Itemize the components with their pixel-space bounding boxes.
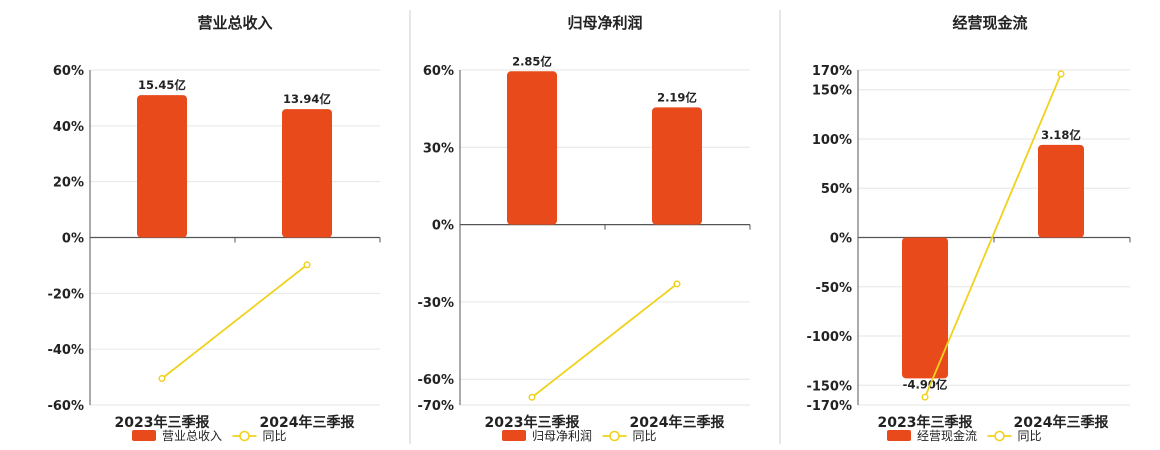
line-point — [158, 374, 166, 383]
y-tick-label: 150% — [812, 84, 852, 99]
y-tick-label: -20% — [47, 287, 84, 302]
x-category-label: 2023年三季报 — [115, 414, 210, 431]
legend-label-bar: 归母净利润 — [532, 429, 592, 443]
bar — [902, 237, 948, 379]
legend-bar-swatch — [502, 430, 526, 441]
legend-label-line: 同比 — [263, 429, 287, 443]
y-tick-label: -50% — [815, 281, 852, 296]
legend-line-marker — [994, 430, 1005, 442]
y-tick-label: -60% — [417, 373, 454, 388]
line-series — [161, 264, 308, 380]
y-tick-label: 40% — [53, 120, 84, 135]
y-tick-label: 30% — [423, 141, 454, 156]
x-category-label: 2023年三季报 — [485, 414, 580, 431]
bar-data-label: 13.94亿 — [283, 92, 331, 106]
line-point — [303, 261, 311, 269]
line-point — [921, 393, 929, 401]
bar — [507, 71, 557, 225]
x-category-label: 2024年三季报 — [260, 414, 355, 431]
bar — [1038, 144, 1084, 238]
bar — [652, 107, 702, 225]
y-tick-label: 60% — [53, 64, 84, 79]
chart-title: 经营现金流 — [952, 14, 1027, 32]
line-series — [531, 283, 678, 398]
y-tick-label: 100% — [812, 133, 852, 148]
legend-line-marker — [239, 430, 250, 442]
legend-label-line: 同比 — [1018, 429, 1042, 443]
y-tick-label: 20% — [53, 176, 84, 191]
y-tick-label: -150% — [806, 379, 852, 394]
x-category-label: 2024年三季报 — [630, 414, 725, 431]
y-tick-label: -170% — [806, 399, 852, 414]
legend-label-bar: 营业总收入 — [162, 429, 222, 443]
line-series — [924, 73, 1062, 398]
line-point — [528, 393, 536, 401]
legend-bar-swatch — [132, 430, 156, 441]
bar — [137, 95, 187, 238]
chart-title: 归母净利润 — [567, 14, 642, 32]
bar-data-label: 2.19亿 — [657, 90, 697, 104]
y-tick-label: 0% — [432, 219, 454, 234]
legend-line-marker — [609, 430, 620, 442]
y-tick-label: 170% — [812, 64, 852, 79]
bar-data-label: 2.85亿 — [512, 54, 552, 68]
bar-data-label: 15.45亿 — [138, 78, 186, 92]
legend-bar-swatch — [887, 430, 911, 441]
bar — [282, 109, 332, 238]
y-tick-label: 50% — [821, 182, 852, 197]
line-point — [1057, 70, 1065, 78]
x-category-label: 2024年三季报 — [1014, 414, 1109, 431]
line-point — [673, 280, 681, 288]
y-tick-label: -60% — [47, 399, 84, 414]
y-tick-label: 60% — [423, 64, 454, 79]
y-tick-label: -70% — [417, 399, 454, 414]
y-tick-label: 0% — [62, 232, 84, 247]
y-tick-label: -40% — [47, 343, 84, 358]
chart-title: 营业总收入 — [197, 14, 272, 32]
y-tick-label: -30% — [417, 296, 454, 311]
x-category-label: 2023年三季报 — [878, 414, 973, 431]
bar-data-label: 3.18亿 — [1041, 128, 1081, 142]
legend-label-bar: 经营现金流 — [917, 428, 977, 443]
bar-data-label: -4.90亿 — [903, 377, 948, 391]
y-tick-label: -100% — [806, 330, 852, 345]
y-tick-label: 0% — [830, 232, 852, 247]
legend-label-line: 同比 — [633, 429, 657, 443]
